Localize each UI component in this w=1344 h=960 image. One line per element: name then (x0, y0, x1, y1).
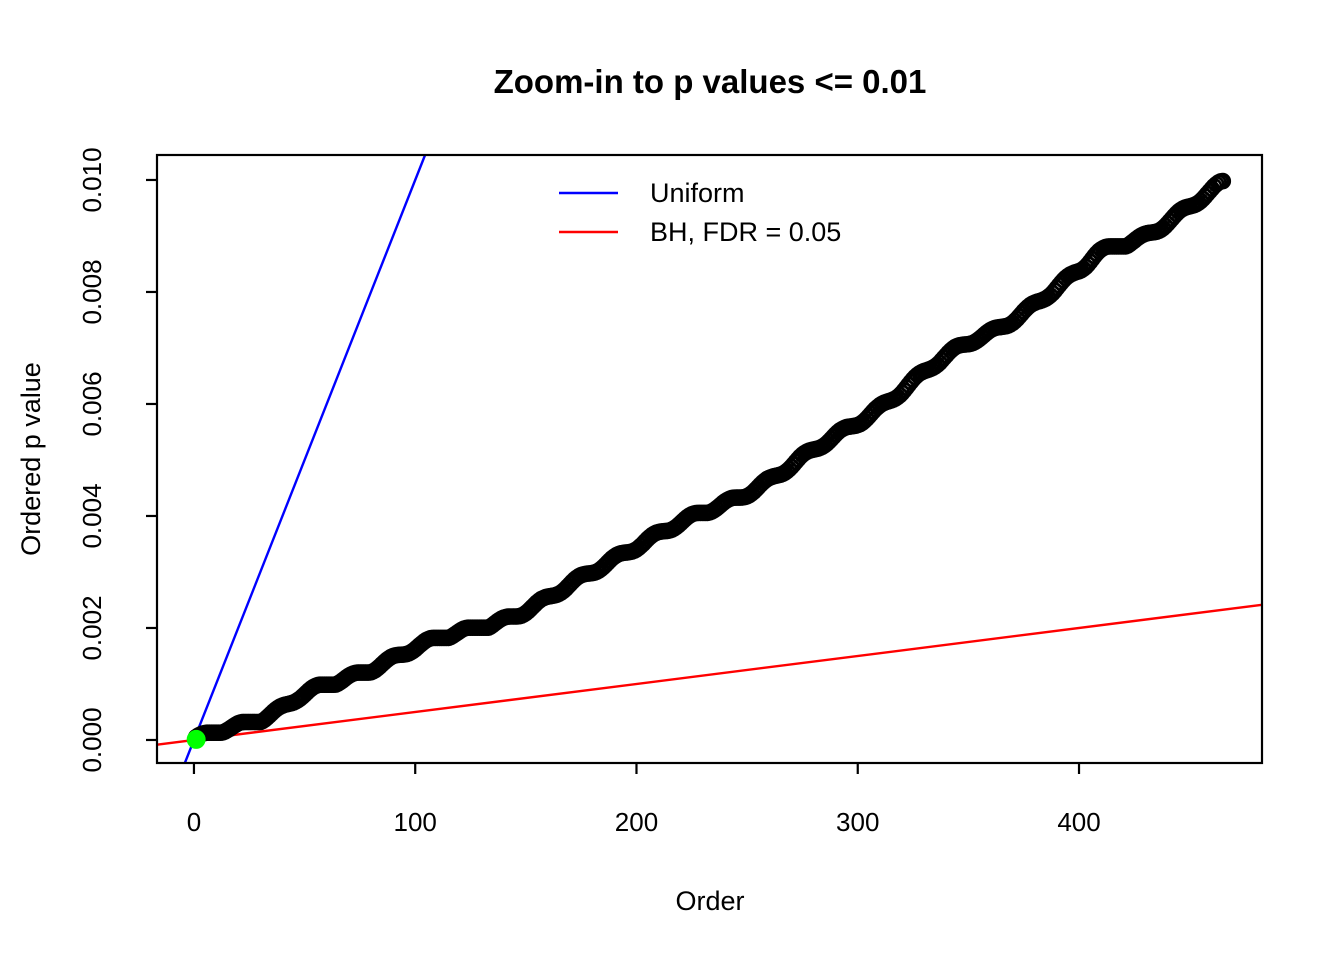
bh-fdr-line (156, 603, 1263, 746)
uniform-line (183, 154, 427, 764)
legend-label-uniform: Uniform (650, 178, 745, 208)
x-tick-label: 400 (1057, 807, 1100, 837)
x-tick-label: 100 (394, 807, 437, 837)
y-tick-label: 0.000 (77, 707, 107, 772)
y-tick-label: 0.002 (77, 595, 107, 660)
y-tick-label: 0.004 (77, 483, 107, 548)
legend-label-bh: BH, FDR = 0.05 (650, 217, 841, 247)
x-tick-label: 0 (187, 807, 201, 837)
chart-title: Zoom-in to p values <= 0.01 (494, 63, 927, 100)
y-tick-label: 0.008 (77, 259, 107, 324)
legend: Uniform BH, FDR = 0.05 (559, 178, 841, 247)
ordered-p-value-points (187, 172, 1232, 746)
x-axis-label: Order (675, 886, 744, 916)
plot-box (155, 153, 1264, 765)
x-tick-label: 300 (836, 807, 879, 837)
y-axis-label: Ordered p value (16, 362, 46, 556)
p-value-point (1214, 172, 1232, 190)
y-axis: 0.000 0.002 0.004 0.006 0.008 0.010 (77, 147, 157, 773)
significant-point (186, 729, 206, 749)
y-tick-label: 0.006 (77, 371, 107, 436)
y-tick-label: 0.010 (77, 147, 107, 212)
x-tick-label: 200 (615, 807, 658, 837)
x-axis: 0 100 200 300 400 (187, 763, 1101, 837)
